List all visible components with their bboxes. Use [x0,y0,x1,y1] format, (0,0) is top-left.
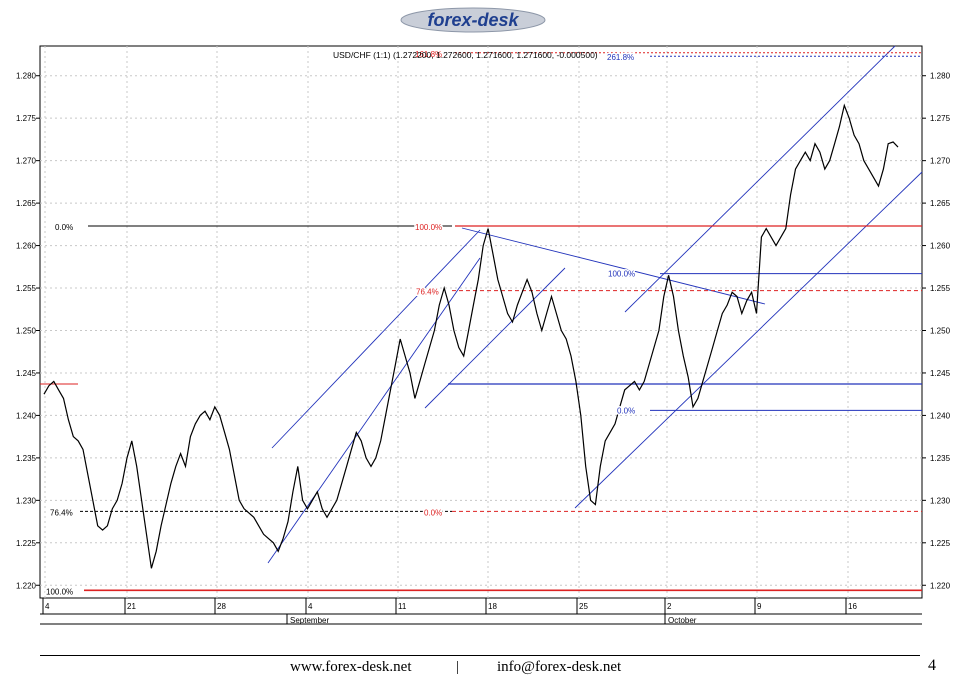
fib-label: 0.0% [55,223,73,232]
x-tick-label: 28 [217,602,226,611]
month-label-september: September [290,616,329,625]
y-tick-label-right: 1.255 [930,284,951,293]
y-tick-label-left: 1.240 [16,411,37,420]
trend-channel-line [267,257,481,564]
logo-text: forex-desk [427,10,519,30]
y-tick-label-left: 1.255 [16,284,37,293]
y-tick-label-right: 1.230 [930,496,951,505]
y-tick-label-left: 1.280 [16,72,37,81]
y-tick-label-right: 1.225 [930,539,951,548]
footer-email[interactable]: info@forex-desk.net [497,659,622,675]
y-tick-label-right: 1.280 [930,72,951,81]
x-tick-label: 25 [579,602,588,611]
fib-label: 100.0% [46,587,73,596]
y-tick-label-left: 1.220 [16,581,37,590]
trend-channel-line [424,267,566,409]
trend-channel-line [461,227,766,305]
y-tick-label-left: 1.250 [16,326,37,335]
price-line [43,103,899,569]
y-tick-label-right: 1.240 [930,411,951,420]
plot-frame [39,45,923,599]
trend-channel-line [574,171,923,509]
forex-desk-logo: forex-desk [398,4,548,34]
trend-channel-line [271,229,481,449]
fib-label: 100.0% [415,223,442,232]
footer-website[interactable]: www.forex-desk.net [290,659,412,675]
y-tick-label-left: 1.260 [16,242,37,251]
y-tick-label-right: 1.235 [930,454,951,463]
x-tick-label: 21 [127,602,136,611]
y-tick-label-right: 1.250 [930,326,951,335]
fib-label: 76.4% [416,288,439,297]
x-tick-label: 11 [398,602,407,611]
fib-label: 161.8% [415,50,442,59]
fib-label: 0.0% [617,406,635,415]
month-label-october: October [668,616,697,625]
y-tick-label-right: 1.270 [930,157,951,166]
fib-label: 76.4% [50,508,73,517]
y-tick-label-right: 1.260 [930,242,951,251]
x-tick-label: 4 [45,602,50,611]
y-tick-label-left: 1.270 [16,157,37,166]
fib-label: 0.0% [424,508,442,517]
y-tick-label-right: 1.275 [930,114,951,123]
footer-divider [40,655,920,656]
fib-label: 261.8% [607,53,634,62]
y-tick-label-left: 1.235 [16,454,37,463]
y-tick-label-left: 1.245 [16,369,37,378]
x-tick-label: 4 [308,602,313,611]
x-tick-label: 18 [488,602,497,611]
y-tick-label-right: 1.265 [930,199,951,208]
x-tick-label: 2 [667,602,672,611]
y-tick-label-left: 1.225 [16,539,37,548]
y-tick-label-right: 1.220 [930,581,951,590]
chart-title: USD/CHF (1:1) (1.272200, 1.272600, 1.271… [333,50,598,60]
y-tick-label-left: 1.265 [16,199,37,208]
y-tick-label-left: 1.275 [16,114,37,123]
page-number: 4 [928,657,936,674]
y-tick-label-right: 1.245 [930,369,951,378]
y-tick-label-left: 1.230 [16,496,37,505]
x-tick-label: 9 [757,602,762,611]
fib-label: 100.0% [608,270,635,279]
footer-separator: | [456,659,460,675]
trend-channel-line [624,45,896,313]
x-tick-label: 16 [848,602,857,611]
